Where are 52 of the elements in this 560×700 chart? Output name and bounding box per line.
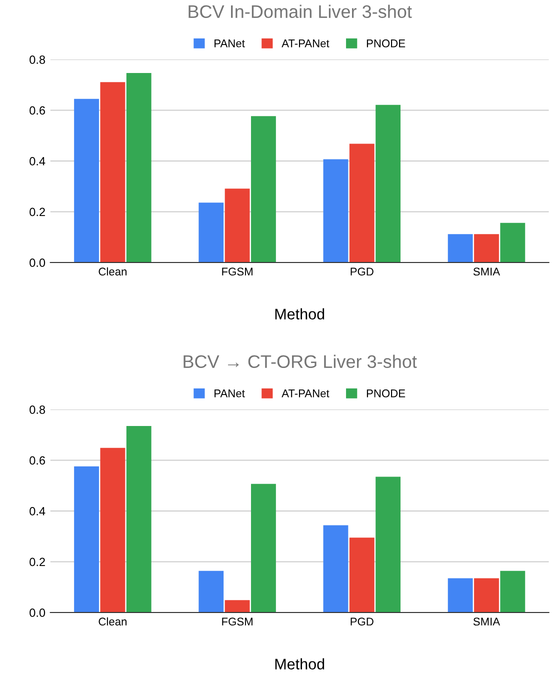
bar — [126, 426, 152, 612]
x-tick-label: PGD — [350, 618, 374, 626]
bar — [224, 188, 250, 262]
y-tick-label: 0.8 — [30, 406, 46, 414]
bar — [323, 159, 348, 262]
bar — [349, 144, 374, 262]
bar — [198, 570, 224, 612]
y-tick-label: 0.2 — [30, 558, 45, 566]
bar — [376, 476, 401, 612]
bar — [100, 448, 126, 612]
x-tick-label: Clean — [98, 267, 126, 276]
x-tick-label: FGSM — [222, 618, 252, 626]
y-tick-label: 0.4 — [30, 507, 46, 516]
bar — [74, 466, 99, 612]
bar — [500, 570, 526, 612]
bar — [448, 578, 473, 612]
x-tick-label: PGD — [350, 268, 374, 276]
bar — [251, 116, 276, 262]
x-axis-title: Method — [275, 658, 324, 670]
y-tick-label: 0.0 — [30, 258, 46, 267]
x-tick-label: FGSM — [222, 268, 252, 276]
legend-label: AT-PANet — [282, 40, 330, 48]
legend-label: PNODE — [366, 389, 406, 398]
y-tick-label: 0.6 — [30, 456, 46, 465]
y-tick-label: 0.0 — [30, 608, 46, 617]
y-tick-label: 0.4 — [30, 157, 46, 166]
chart-title: BCV → CT-ORG Liver 3-shot — [184, 354, 417, 368]
bar — [100, 82, 126, 262]
bar — [500, 222, 526, 262]
chart-title: BCV In-Domain Liver 3-shot — [188, 4, 412, 18]
y-tick-label: 0.6 — [30, 106, 46, 115]
bar — [251, 484, 276, 612]
legend-label: AT-PANet — [282, 390, 330, 398]
bar — [448, 234, 473, 262]
legend-label: PANet — [214, 40, 245, 48]
x-axis-title: Method — [275, 308, 324, 320]
bar — [224, 600, 250, 612]
bar — [474, 578, 499, 612]
bar — [323, 525, 348, 612]
bar — [198, 202, 224, 262]
bar — [74, 98, 99, 262]
legend-label: PANet — [214, 390, 245, 398]
bar — [376, 104, 401, 262]
legend-label: PNODE — [366, 39, 406, 48]
x-tick-label: SMIA — [473, 268, 500, 276]
bar — [126, 72, 152, 262]
y-tick-label: 0.8 — [30, 56, 46, 64]
y-tick-label: 0.2 — [30, 208, 45, 216]
bar — [474, 234, 499, 262]
x-tick-label: Clean — [98, 617, 126, 626]
bar — [349, 538, 374, 612]
x-tick-label: SMIA — [473, 618, 500, 626]
